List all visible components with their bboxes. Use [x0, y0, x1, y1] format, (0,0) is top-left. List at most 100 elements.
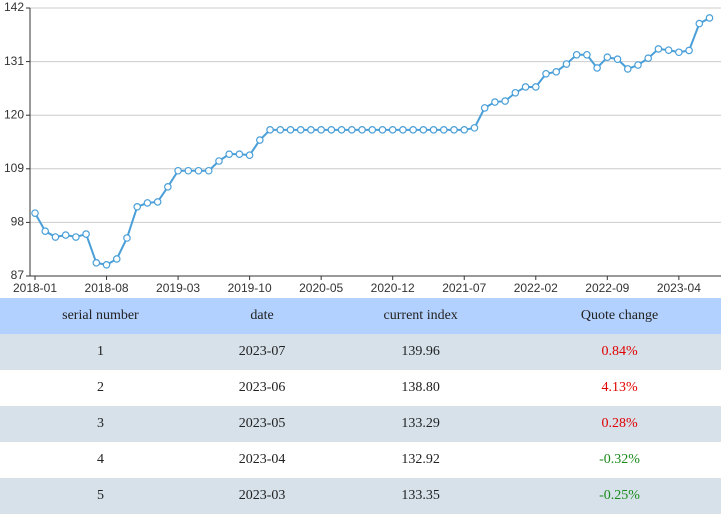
- table-row: 2 2023-06 138.80 4.13%: [0, 370, 721, 406]
- x-tick-label: 2018-01: [13, 281, 57, 295]
- table-cell: 139.96: [323, 334, 519, 370]
- table-cell: 2: [96, 380, 104, 395]
- table-cell: 133.29: [323, 406, 519, 442]
- x-tick-label: 2023-04: [657, 281, 701, 295]
- point: [593, 64, 601, 72]
- point: [225, 150, 233, 158]
- point: [705, 14, 714, 22]
- table-cell: 3: [0, 406, 201, 442]
- point: [552, 68, 561, 76]
- table-cell: 132.92: [401, 452, 440, 467]
- point: [603, 53, 612, 62]
- point: [664, 46, 673, 54]
- x-tick-label: 2019-10: [228, 281, 272, 295]
- point: [235, 150, 244, 158]
- point: [348, 126, 356, 134]
- point: [644, 54, 653, 62]
- point: [204, 166, 213, 175]
- point: [531, 83, 540, 91]
- point: [470, 124, 479, 132]
- point: [572, 50, 581, 59]
- x-tick-label: 2021-07: [442, 281, 486, 295]
- table-cell: 133.35: [323, 478, 519, 514]
- point: [184, 166, 193, 175]
- point: [215, 157, 223, 165]
- table-row: 3 2023-05 133.29 0.28%: [0, 406, 721, 442]
- table-cell: 4: [96, 452, 104, 467]
- y-tick-label: 109: [4, 161, 24, 175]
- point: [143, 199, 152, 207]
- point: [266, 126, 274, 134]
- table-cell: -0.25%: [518, 478, 721, 514]
- header-cell: Quote change: [518, 298, 721, 334]
- point: [256, 136, 264, 144]
- point: [174, 166, 182, 175]
- point: [542, 69, 550, 78]
- x-tick-label: 2020-05: [299, 281, 343, 295]
- header-cell: date: [200, 298, 324, 334]
- point: [307, 126, 315, 134]
- point: [439, 126, 448, 134]
- point: [358, 126, 366, 134]
- y-tick-label: 120: [4, 107, 24, 121]
- point: [675, 48, 683, 57]
- table-cell: 0.84%: [518, 334, 721, 370]
- point: [491, 98, 499, 106]
- point: [501, 97, 509, 105]
- x-tick-label: 2022-02: [514, 281, 558, 295]
- header-cell: serial number: [0, 298, 201, 334]
- table-cell: 2023-05: [200, 406, 324, 442]
- chart: 87 98 109 120 131 142 2018-01 2018-08 2019-03 201…: [4, 0, 721, 295]
- table-cell: 0.28%: [518, 406, 721, 442]
- x-tick-label: 2022-09: [585, 281, 629, 295]
- point: [654, 45, 663, 53]
- point: [164, 183, 172, 191]
- point: [480, 104, 489, 112]
- table-cell: 2023-07: [200, 334, 324, 370]
- point: [623, 65, 632, 73]
- table-cell: 138.80: [401, 380, 440, 395]
- x-tick-label: 2018-08: [85, 281, 129, 295]
- point: [286, 126, 295, 134]
- point: [460, 126, 469, 134]
- point: [153, 198, 162, 206]
- point: [92, 259, 101, 267]
- table-cell: -0.32%: [599, 452, 640, 467]
- point: [194, 166, 203, 175]
- point: [613, 55, 622, 63]
- point: [317, 126, 325, 134]
- point: [583, 50, 591, 59]
- point: [337, 126, 346, 134]
- point: [511, 88, 520, 97]
- point: [521, 83, 530, 91]
- point: [562, 60, 571, 68]
- table-row: 5 2023-03 133.35 -0.25%: [0, 478, 721, 514]
- point: [327, 126, 336, 134]
- point: [276, 126, 285, 134]
- point: [409, 126, 417, 134]
- point: [245, 151, 254, 159]
- table-row: 1 2023-07 139.96 0.84%: [0, 334, 721, 370]
- table-cell: 2023-06: [238, 380, 286, 395]
- point: [634, 61, 642, 69]
- y-tick-label: 87: [11, 268, 25, 282]
- point: [123, 234, 131, 242]
- x-tick-label: 2019-03: [156, 281, 200, 295]
- point: [112, 255, 121, 263]
- point: [368, 126, 377, 134]
- point: [51, 233, 60, 241]
- point: [388, 126, 397, 134]
- point: [419, 126, 428, 134]
- point: [695, 19, 704, 28]
- point: [61, 231, 70, 239]
- point: [72, 233, 80, 241]
- point: [31, 209, 39, 217]
- point: [82, 230, 90, 238]
- table-cell: 4.13%: [601, 380, 638, 395]
- y-tick-label: 131: [4, 54, 24, 68]
- x-tick-label: 2020-12: [371, 281, 415, 295]
- point: [296, 126, 305, 134]
- table-cell: 5: [0, 478, 201, 514]
- y-tick-label: 142: [4, 0, 24, 14]
- header-cell: current index: [323, 298, 519, 334]
